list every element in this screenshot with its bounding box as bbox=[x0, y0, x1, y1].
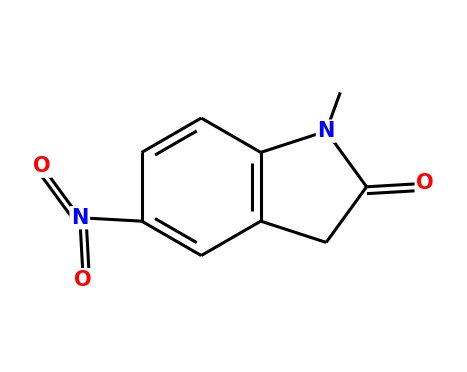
Text: O: O bbox=[74, 270, 92, 290]
Text: O: O bbox=[416, 173, 434, 193]
Text: O: O bbox=[33, 156, 51, 176]
Text: N: N bbox=[71, 208, 88, 228]
Text: N: N bbox=[318, 121, 335, 141]
